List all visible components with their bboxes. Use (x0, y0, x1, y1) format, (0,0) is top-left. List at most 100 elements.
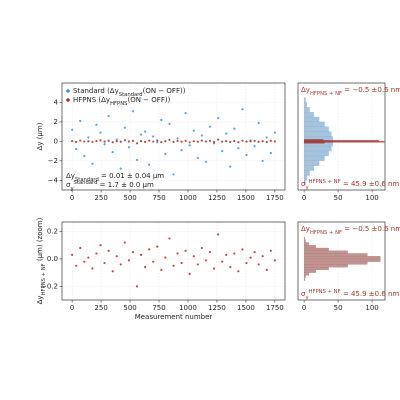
point (237, 270, 240, 273)
annotation: ΔyStandard = 0.01 ± 0.04 μm (66, 172, 164, 183)
point (172, 140, 175, 143)
point (111, 150, 114, 154)
y-tick-label: 0.2 (47, 228, 58, 236)
text-part: HFPNS + NF (309, 289, 341, 295)
text-part: HFPNS + NF (309, 179, 341, 185)
x-tick-label: 0 (70, 304, 74, 312)
point (91, 140, 94, 144)
point (127, 140, 130, 143)
point (152, 135, 155, 138)
point (212, 140, 216, 144)
point (225, 132, 228, 135)
point (152, 260, 155, 263)
legend-label: HFPNS (ΔyHFPNS(ON − OFF)) (73, 96, 171, 107)
point (83, 154, 86, 158)
point (269, 151, 272, 155)
y-tick-label: 4 (54, 98, 59, 106)
point (107, 249, 110, 252)
point (164, 152, 167, 156)
histogram-bar (303, 139, 324, 141)
point (249, 256, 252, 259)
point (172, 173, 175, 176)
point (168, 138, 171, 142)
histogram-bar (303, 264, 348, 268)
point (221, 149, 224, 153)
histogram-bar (303, 160, 320, 166)
point (111, 270, 114, 273)
y-tick-label: 0.0 (47, 255, 58, 263)
text-part: y (305, 185, 308, 191)
point (200, 134, 203, 137)
histogram-bar (303, 275, 306, 279)
point (95, 123, 98, 126)
point (75, 140, 78, 143)
point (245, 261, 248, 265)
text-part: Standard (Δy (73, 87, 119, 95)
x-tick-label: 500 (123, 304, 136, 312)
text-part: Δy (66, 172, 75, 180)
text-part: y (70, 186, 73, 192)
point (217, 116, 220, 120)
histogram-bar (303, 170, 310, 176)
histogram-bar (303, 102, 307, 108)
point (144, 140, 147, 144)
point (225, 139, 228, 143)
point (253, 139, 256, 142)
point (257, 263, 260, 266)
histogram-bar (303, 107, 310, 113)
point (208, 251, 212, 254)
point (245, 140, 248, 143)
y-tick-label: −4 (48, 176, 59, 184)
histogram-bar (303, 247, 329, 251)
point (131, 251, 135, 254)
point (139, 133, 143, 136)
point (237, 147, 240, 150)
point (233, 127, 236, 130)
point (139, 253, 143, 256)
point (233, 252, 236, 255)
histogram-bar (303, 277, 305, 281)
histogram-bar (303, 267, 329, 271)
histogram-bar (303, 146, 332, 152)
text-part: Δy (μm) (36, 122, 44, 150)
point (200, 246, 203, 250)
point (79, 119, 82, 123)
histogram-bar (303, 256, 381, 260)
x-tick-label: 50 (334, 304, 343, 312)
annotation: σyStandard = 1.7 ± 0.0 μm (66, 180, 154, 192)
x-tick-label: 100 (365, 304, 378, 312)
point (107, 114, 110, 118)
x-tick-label: 0 (70, 194, 74, 202)
point (273, 140, 276, 143)
text-part: = 1.7 ± 0.0 μm (97, 181, 154, 189)
point (229, 140, 232, 144)
point (176, 137, 179, 140)
text-part: Standard (75, 177, 99, 183)
point (172, 264, 175, 267)
x-tick-label: 1500 (237, 304, 255, 312)
point (273, 131, 276, 134)
annotation: σyHFPNS + NF = 45.9 ±0.6 nm (301, 289, 399, 301)
point (221, 260, 224, 263)
point (208, 125, 212, 128)
histogram-bar (303, 140, 380, 142)
point (212, 267, 216, 270)
point (139, 139, 143, 143)
histogram-bar (303, 261, 368, 265)
point (208, 139, 212, 142)
point (135, 285, 139, 288)
point (188, 144, 191, 147)
text-part: HFPNS + NF (310, 230, 342, 236)
y-axis-label: Δy (μm) (36, 122, 44, 150)
point (99, 139, 102, 142)
point (192, 255, 195, 258)
point (253, 251, 256, 254)
text-part: σ (301, 290, 306, 298)
histogram-bar (303, 150, 329, 157)
axes-frame (61, 82, 286, 191)
text-part: σ (301, 180, 306, 188)
point (144, 266, 147, 269)
point (257, 140, 260, 143)
histogram-bar (303, 245, 316, 249)
point (164, 256, 167, 259)
